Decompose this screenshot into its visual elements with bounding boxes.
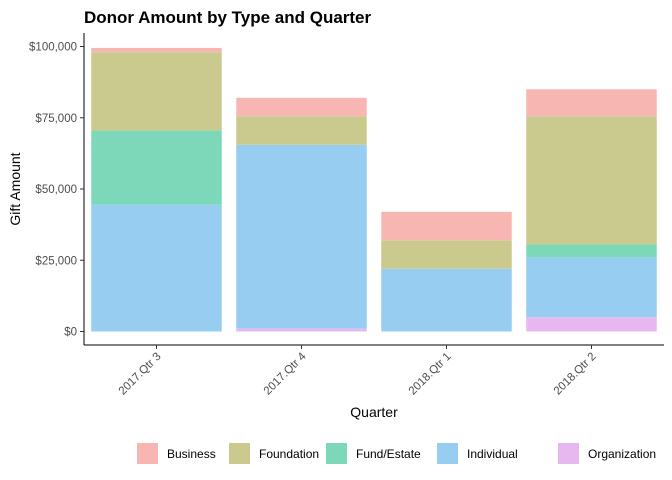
chart-title: Donor Amount by Type and Quarter [84, 8, 372, 27]
legend-label: Foundation [259, 447, 319, 461]
x-axis-title: Quarter [350, 404, 398, 420]
bar-individual-2 [236, 144, 367, 329]
bar-business-2 [236, 97, 367, 117]
x-tick-label: 2017.Qtr 3 [117, 351, 164, 398]
legend-key-organization [558, 443, 579, 464]
x-tick-label: 2018.Qtr 2 [552, 351, 599, 398]
legend-key-foundation [229, 443, 250, 464]
bar-foundation-4 [526, 116, 657, 245]
y-tick-label: $25,000 [35, 255, 77, 267]
bar-business-3 [381, 211, 512, 241]
legend-key-individual [437, 443, 458, 464]
bar-business-1 [91, 47, 222, 53]
x-ticks-group: 2017.Qtr 3 2017.Qtr 4 2018.Qtr 1 2018.Qtr 2 [117, 345, 599, 398]
legend-label: Fund/Estate [356, 447, 421, 461]
legend: Business Foundation Fund/Estate Individual O… [137, 443, 656, 464]
legend-label: Organization [588, 447, 656, 461]
bar-organization-2 [236, 328, 367, 332]
bar-foundation-2 [236, 116, 367, 145]
bar-organization-4 [526, 317, 657, 332]
bar-fund-estate-4 [526, 244, 657, 258]
legend-key-fund-estate [326, 443, 347, 464]
y-axis-title: Gift Amount [7, 152, 23, 225]
bar-foundation-3 [381, 240, 512, 269]
bar-individual-4 [526, 257, 657, 318]
bars-group [91, 47, 657, 332]
y-tick-label: $100,000 [29, 42, 77, 54]
bar-foundation-1 [91, 52, 222, 131]
legend-label: Individual [467, 447, 518, 461]
bar-fund-estate-1 [91, 130, 222, 205]
bar-individual-1 [91, 204, 222, 332]
y-tick-label: $50,000 [35, 184, 77, 196]
y-ticks-group: $0 $25,000 $50,000 $75,000 $100,000 [29, 42, 84, 339]
legend-label: Business [167, 447, 216, 461]
y-tick-label: $0 [64, 327, 77, 339]
bar-business-4 [526, 89, 657, 117]
x-tick-label: 2018.Qtr 1 [407, 351, 454, 398]
y-tick-label: $75,000 [35, 113, 77, 125]
x-tick-label: 2017.Qtr 4 [262, 350, 309, 397]
bar-individual-3 [381, 268, 512, 332]
legend-key-business [137, 443, 158, 464]
